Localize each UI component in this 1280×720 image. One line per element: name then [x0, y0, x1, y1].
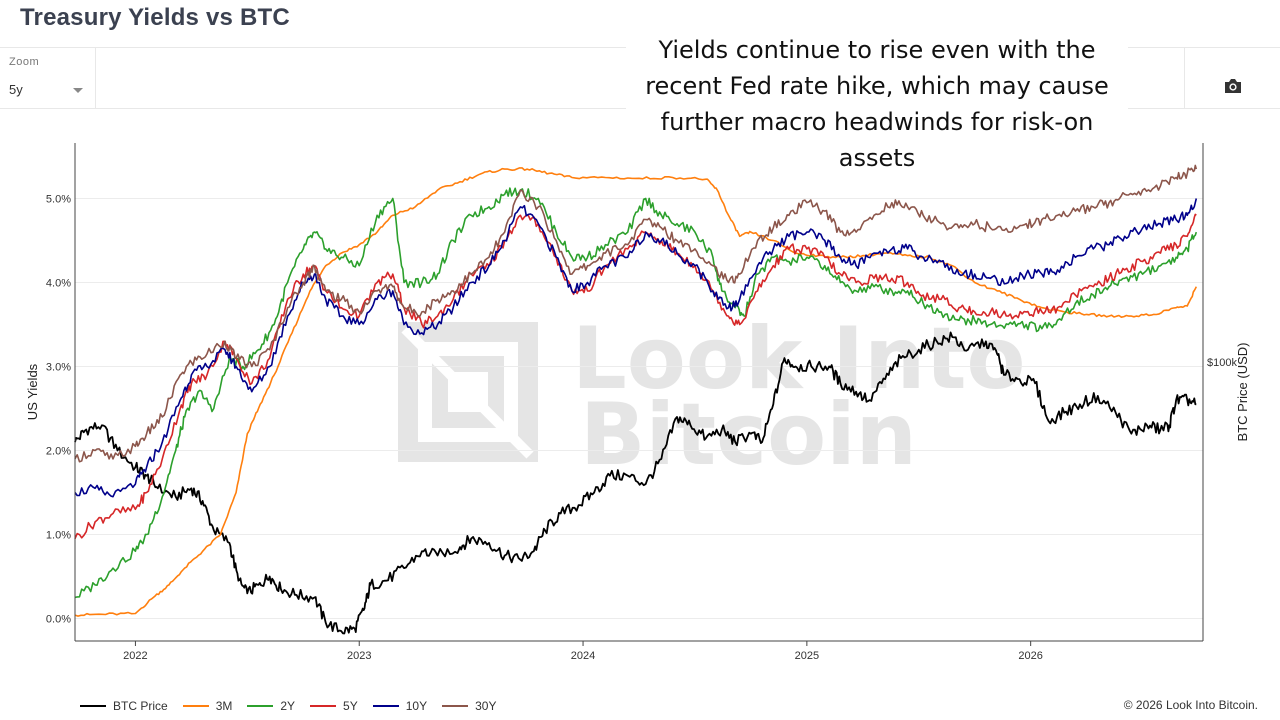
y-tick-label: 5.0% — [46, 194, 71, 206]
legend-item-2y[interactable]: 2Y — [247, 699, 295, 713]
watermark-logo-icon — [398, 322, 538, 462]
grid — [75, 198, 1203, 619]
watermark: Look Into Bitcoin — [398, 309, 1026, 485]
x-tick-label: 2025 — [795, 650, 819, 662]
y-axis-title: US Yields — [25, 363, 40, 420]
series-line-10y — [74, 198, 1198, 498]
legend-label: 2Y — [280, 699, 296, 713]
legend-swatch — [310, 705, 337, 707]
y-tick-label: 1.0% — [46, 530, 71, 542]
y2-tick-label: $100k — [1207, 357, 1237, 369]
x-tick-label: 2023 — [347, 650, 371, 662]
x-tick-label: 2022 — [123, 650, 147, 662]
legend-swatch — [372, 705, 399, 707]
legend-label: BTC Price — [113, 699, 168, 713]
y-tick-label: 0.0% — [46, 614, 71, 626]
legend-item-10y[interactable]: 10Y — [372, 699, 428, 713]
series-line-btc-price — [74, 331, 1197, 635]
camera-control — [1184, 48, 1280, 108]
camera-icon[interactable] — [1223, 78, 1243, 94]
legend-item-5y[interactable]: 5Y — [310, 699, 358, 713]
x-tick-label: 2026 — [1018, 650, 1042, 662]
legend-item-3m[interactable]: 3M — [182, 699, 233, 713]
y2-axis-title: BTC Price (USD) — [1235, 343, 1250, 442]
axes — [74, 143, 1204, 646]
legend-swatch — [247, 705, 274, 707]
legend-label: 30Y — [475, 699, 497, 713]
series-layer — [74, 164, 1198, 635]
y-tick-label: 4.0% — [46, 278, 71, 290]
legend-label: 5Y — [343, 699, 358, 713]
annotation-text: Yields continue to rise even with the re… — [626, 32, 1128, 176]
legend-swatch — [182, 705, 209, 707]
legend-item-30y[interactable]: 30Y — [442, 699, 496, 713]
series-line-3m — [74, 167, 1198, 617]
legend-swatch — [442, 705, 469, 707]
series-line-2y — [74, 187, 1198, 599]
copyright: © 2026 Look Into Bitcoin. — [1123, 698, 1258, 712]
zoom-select[interactable]: 5y — [9, 82, 87, 102]
legend-item-btc-price[interactable]: BTC Price — [80, 699, 168, 713]
zoom-value: 5y — [9, 82, 23, 97]
x-tick-label: 2024 — [571, 650, 595, 662]
labels: 0.0% 1.0% 2.0% 3.0% 4.0% 5.0% 2022 2023 2024 2025… — [25, 194, 1250, 663]
series-line-30y — [74, 164, 1198, 463]
legend: BTC Price 3M 2Y 5Y 10Y 30Y — [80, 698, 511, 714]
watermark-line1: Look Into — [572, 309, 1026, 409]
chart-title: Treasury Yields vs BTC — [20, 4, 290, 31]
legend-swatch — [80, 705, 106, 707]
y-tick-label: 2.0% — [46, 446, 71, 458]
legend-label: 3M — [215, 699, 233, 713]
zoom-label: Zoom — [9, 56, 40, 68]
y-tick-label: 3.0% — [46, 362, 71, 374]
legend-label: 10Y — [405, 699, 428, 713]
zoom-control: Zoom 5y — [0, 48, 96, 108]
caret-down-icon — [73, 88, 83, 93]
